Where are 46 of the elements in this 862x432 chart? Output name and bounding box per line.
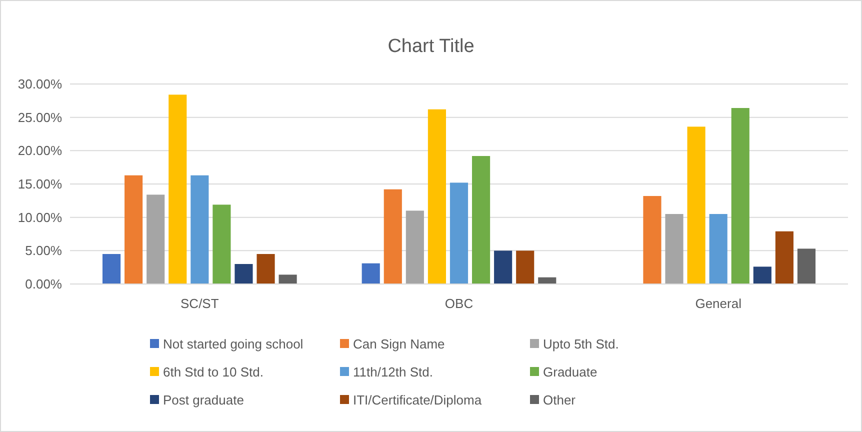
bar: [472, 156, 490, 284]
legend-label: Graduate: [543, 364, 598, 380]
bar: [124, 175, 143, 284]
chart-title: Chart Title: [388, 36, 474, 57]
legend-label: Upto 5th Std.: [543, 336, 619, 352]
y-tick-label: 30.00%: [18, 76, 62, 92]
y-tick-label: 25.00%: [18, 110, 62, 125]
bar: [146, 194, 165, 284]
y-tick-label: 20.00%: [18, 143, 62, 158]
bar: [190, 175, 209, 284]
bar: [665, 214, 684, 284]
bar: [538, 277, 556, 284]
bar: [256, 254, 275, 284]
legend-label: Can Sign Name: [353, 336, 445, 352]
bar: [797, 248, 816, 284]
bar: [384, 189, 402, 284]
legend-label: 6th Std to 10 Std.: [163, 364, 264, 380]
y-tick-label: 0.00%: [25, 276, 62, 292]
bar: [406, 210, 424, 284]
x-tick-label: General: [695, 296, 742, 311]
x-tick-label: SC/ST: [180, 296, 219, 311]
legend-label: Other: [543, 392, 576, 408]
bar: [687, 126, 706, 284]
bar: [450, 182, 468, 284]
x-tick-label: OBC: [444, 296, 474, 311]
bar: [643, 196, 662, 284]
bar: [516, 250, 534, 284]
bar: [102, 254, 121, 284]
bar: [494, 250, 512, 284]
bar: [234, 264, 253, 284]
legend-label: 11th/12th Std.: [353, 364, 433, 380]
bar: [753, 266, 772, 284]
bar: [278, 274, 297, 284]
bar: [168, 94, 187, 284]
legend-label: Post graduate: [163, 392, 244, 408]
bar: [709, 214, 728, 284]
bar: [428, 109, 446, 284]
y-tick-label: 15.00%: [18, 176, 62, 192]
y-tick-label: 5.00%: [25, 243, 62, 258]
bar: [775, 231, 794, 284]
legend-label: ITI/Certificate/Diploma: [353, 392, 482, 408]
bar: [362, 263, 380, 284]
y-tick-label: 10.00%: [18, 210, 62, 225]
legend-label: Not started going school: [163, 336, 304, 352]
bar: [731, 108, 750, 284]
bar: [212, 204, 231, 284]
